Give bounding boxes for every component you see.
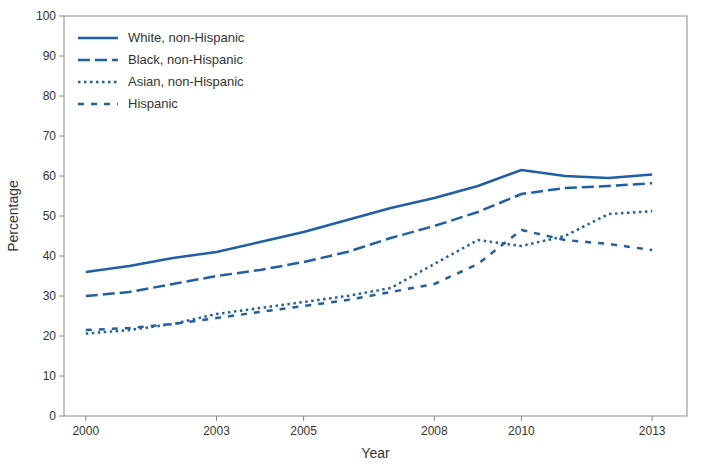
- x-tick-label: 2008: [421, 424, 448, 438]
- y-tick-label: 100: [36, 9, 56, 23]
- legend-swatch: [78, 103, 118, 106]
- y-tick-label: 50: [43, 209, 57, 223]
- x-tick-label: 2000: [72, 424, 99, 438]
- y-tick-label: 0: [49, 409, 56, 423]
- y-tick-label: 30: [43, 289, 57, 303]
- y-tick: [59, 176, 64, 177]
- series-line: [86, 170, 652, 272]
- y-tick-label: 40: [43, 249, 57, 263]
- legend-swatch: [78, 37, 118, 40]
- y-axis-label: Percentage: [5, 180, 21, 252]
- x-axis-label: Year: [361, 445, 390, 461]
- y-tick: [59, 136, 64, 137]
- legend-label: Asian, non-Hispanic: [128, 74, 244, 89]
- plot-frame: [64, 16, 687, 416]
- y-tick-label: 90: [43, 49, 57, 63]
- y-tick: [59, 16, 64, 17]
- x-tick: [303, 416, 304, 421]
- y-tick-label: 20: [43, 329, 57, 343]
- chart: 0 10 20 30 40 50 60 70 80 90 100 2000 2003 2005 2008 20…: [0, 0, 707, 468]
- y-tick: [59, 96, 64, 97]
- y-tick: [59, 296, 64, 297]
- y-tick: [59, 336, 64, 337]
- y-tick: [59, 56, 64, 57]
- plot-area: [86, 170, 652, 334]
- y-tick: [59, 376, 64, 377]
- x-tick-label: 2003: [203, 424, 230, 438]
- legend-swatch: [78, 81, 118, 84]
- x-tick-label: 2005: [290, 424, 317, 438]
- y-tick: [59, 216, 64, 217]
- x-tick: [521, 416, 522, 421]
- legend-label: Hispanic: [128, 96, 178, 111]
- y-tick-label: 80: [43, 89, 57, 103]
- x-tick: [85, 416, 86, 421]
- series-line: [86, 183, 652, 296]
- x-tick: [216, 416, 217, 421]
- y-tick: [59, 256, 64, 257]
- y-tick-label: 10: [43, 369, 57, 383]
- legend: White, non-Hispanic Black, non-Hispanic As…: [78, 30, 245, 111]
- legend-label: Black, non-Hispanic: [128, 52, 243, 67]
- series-line: [86, 211, 652, 333]
- x-tick: [434, 416, 435, 421]
- x-tick-label: 2010: [508, 424, 535, 438]
- legend-label: White, non-Hispanic: [128, 30, 245, 45]
- y-tick-label: 70: [43, 129, 57, 143]
- y-tick-label: 60: [43, 169, 57, 183]
- x-tick: [652, 416, 653, 421]
- series-line: [86, 230, 652, 330]
- x-tick-label: 2013: [639, 424, 666, 438]
- legend-swatch: [78, 59, 118, 62]
- y-tick: [59, 416, 64, 417]
